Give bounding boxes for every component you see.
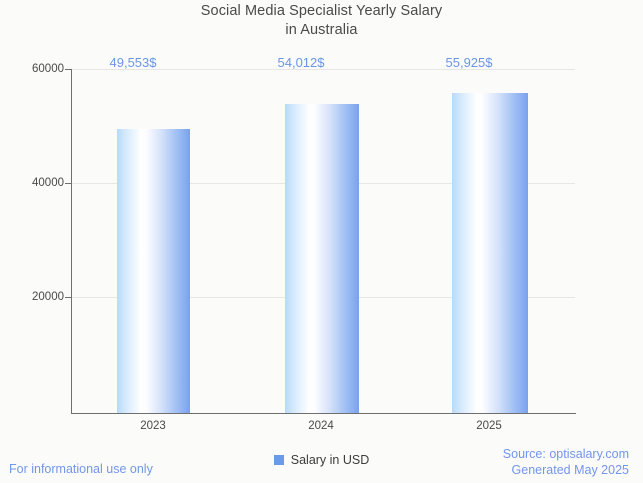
bar-value-label-2025: 55,925$ xyxy=(445,55,493,70)
chart-title-line-2: in Australia xyxy=(285,22,358,38)
bar-value-label-2023: 49,553$ xyxy=(109,55,157,70)
bar-2024[interactable] xyxy=(285,104,359,413)
plot-area xyxy=(71,69,575,413)
y-tick-mark-60000 xyxy=(65,69,71,70)
source-text: Source: optisalary.com xyxy=(502,447,629,461)
y-axis-tick-label: 60000 xyxy=(32,63,64,75)
legend-label-salary-in-usd[interactable]: Salary in USD xyxy=(290,453,370,467)
source-block: Source: optisalary.com Generated May 202… xyxy=(503,446,629,478)
legend-swatch-salary-in-usd xyxy=(273,455,284,465)
disclaimer-text: For informational use only xyxy=(9,462,153,476)
y-axis-tick-label: 20000 xyxy=(32,291,64,303)
bar-value-label-2024: 54,012$ xyxy=(277,55,325,70)
bar-2023[interactable] xyxy=(117,129,190,413)
bar-2025[interactable] xyxy=(452,93,528,413)
chart-legend: Salary in USD xyxy=(0,453,643,467)
x-axis-line xyxy=(71,413,576,414)
y-tick-mark-20000 xyxy=(65,297,71,298)
chart-title-line-1: Social Media Specialist Yearly Salary xyxy=(200,3,443,19)
y-tick-mark-40000 xyxy=(65,183,71,184)
x-axis-label-2023: 2023 xyxy=(140,420,166,432)
x-axis-label-2025: 2025 xyxy=(476,420,502,432)
generated-date-text: Generated May 2025 xyxy=(511,463,629,477)
gridline-60000 xyxy=(71,69,575,70)
y-axis-line xyxy=(71,69,72,414)
x-axis-label-2024: 2024 xyxy=(308,420,334,432)
y-axis-tick-label: 40000 xyxy=(32,177,64,189)
page-title: Social Media Specialist Yearly Salary in… xyxy=(0,2,643,40)
